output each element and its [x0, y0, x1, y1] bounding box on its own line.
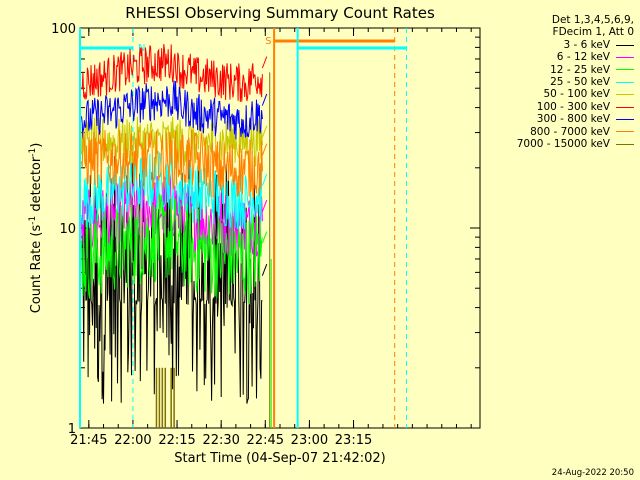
legend-item: 3 - 6 keV	[478, 39, 634, 51]
chart-title: RHESSI Observing Summary Count Rates	[125, 4, 435, 22]
series-tail	[262, 174, 266, 186]
legend: Det 1,3,4,5,6,9, FDecim 1, Att 0 3 - 6 k…	[478, 14, 634, 150]
saa-label: S	[265, 36, 271, 47]
legend-label: 25 - 50 keV	[550, 76, 610, 88]
series-tail	[262, 94, 266, 106]
y-tick-label: 100	[51, 22, 76, 37]
legend-swatch	[616, 94, 634, 95]
series-tail	[262, 144, 266, 156]
series-tail	[262, 264, 266, 276]
legend-item: 12 - 25 keV	[478, 64, 634, 76]
legend-header-detectors: Det 1,3,4,5,6,9,	[478, 14, 634, 26]
legend-label: 100 - 300 keV	[537, 101, 610, 113]
legend-swatch	[616, 144, 634, 145]
legend-item: 100 - 300 keV	[478, 101, 634, 113]
x-tick-label: 22:45	[247, 433, 284, 448]
x-tick-label: 22:30	[202, 433, 239, 448]
x-tick-label: 23:00	[291, 433, 328, 448]
legend-swatch	[616, 57, 634, 58]
x-tick-label: 22:00	[114, 433, 151, 448]
legend-swatch	[616, 82, 634, 83]
legend-swatch	[616, 45, 634, 46]
series-tail	[262, 200, 266, 212]
legend-swatch	[616, 69, 634, 70]
y-tick-label: 10	[59, 222, 76, 237]
series-tail	[262, 57, 266, 69]
legend-item: 300 - 800 keV	[478, 113, 634, 125]
legend-label: 300 - 800 keV	[537, 113, 610, 125]
legend-label: 12 - 25 keV	[550, 64, 610, 76]
legend-label: 3 - 6 keV	[563, 39, 610, 51]
legend-item: 7000 - 15000 keV	[478, 138, 634, 150]
y-tick-label: 1	[68, 422, 76, 437]
legend-label: 6 - 12 keV	[557, 51, 610, 63]
series-tail	[262, 232, 266, 244]
legend-label: 800 - 7000 keV	[530, 126, 610, 138]
series-tail	[262, 126, 266, 138]
legend-header-decimation: FDecim 1, Att 0	[478, 26, 634, 38]
legend-swatch	[616, 107, 634, 108]
y-axis-label: Count Rate (s-1 detector-1)	[28, 143, 44, 314]
footer-timestamp: 24-Aug-2022 20:50	[552, 468, 634, 478]
x-axis-label: Start Time (04-Sep-07 21:42:02)	[174, 451, 385, 466]
legend-item: 25 - 50 keV	[478, 76, 634, 88]
legend-item: 6 - 12 keV	[478, 51, 634, 63]
legend-item: 50 - 100 keV	[478, 88, 634, 100]
x-tick-label: 22:15	[158, 433, 195, 448]
series-line	[82, 44, 263, 102]
legend-swatch	[616, 131, 634, 132]
x-tick-label: 23:15	[335, 433, 372, 448]
legend-item: 800 - 7000 keV	[478, 126, 634, 138]
legend-label: 7000 - 15000 keV	[517, 138, 610, 150]
legend-label: 50 - 100 keV	[543, 88, 610, 100]
legend-swatch	[616, 119, 634, 120]
